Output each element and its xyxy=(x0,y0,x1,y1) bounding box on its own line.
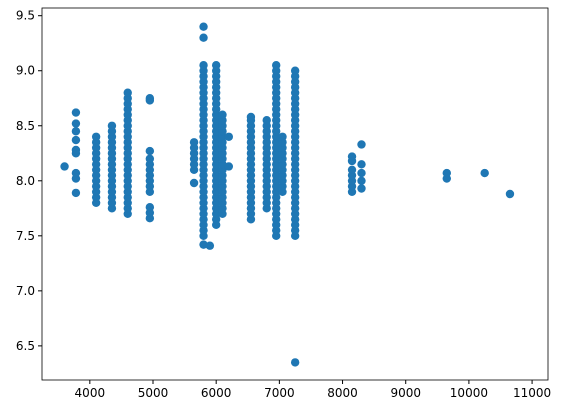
y-tick-label: 8.0 xyxy=(16,174,35,188)
point xyxy=(71,168,81,178)
point xyxy=(347,165,357,174)
y-tick-label: 9.5 xyxy=(16,9,35,23)
point xyxy=(71,119,81,128)
point xyxy=(262,116,271,125)
point xyxy=(211,61,221,70)
point xyxy=(107,121,117,130)
x-tick-label: 4000 xyxy=(75,386,106,400)
point xyxy=(357,168,366,178)
y-tick-label: 6.5 xyxy=(16,339,35,353)
point xyxy=(205,241,215,250)
point xyxy=(71,188,81,198)
x-tick-label: 5000 xyxy=(138,386,169,400)
point xyxy=(123,88,132,97)
point xyxy=(224,132,234,141)
point xyxy=(71,145,81,155)
point xyxy=(199,240,208,249)
point xyxy=(145,154,155,163)
point xyxy=(145,94,155,103)
x-tick-label: 8000 xyxy=(327,386,358,400)
x-tick-label: 6000 xyxy=(201,386,232,400)
point xyxy=(290,358,300,367)
y-tick-label: 7.5 xyxy=(16,229,35,243)
point xyxy=(71,108,81,117)
point xyxy=(218,110,227,119)
x-tick-label: 9000 xyxy=(390,386,421,400)
point xyxy=(224,162,234,171)
point xyxy=(199,22,208,31)
point xyxy=(145,203,155,212)
x-tick-label: 11000 xyxy=(513,386,551,400)
point xyxy=(91,132,101,141)
point xyxy=(60,162,69,171)
y-tick-label: 7.0 xyxy=(16,284,35,298)
point xyxy=(145,146,155,156)
y-tick-label: 8.5 xyxy=(16,119,35,133)
point xyxy=(272,61,281,70)
x-tick-label: 7000 xyxy=(264,386,295,400)
point xyxy=(357,160,366,169)
point xyxy=(505,189,515,199)
point xyxy=(189,178,199,188)
point xyxy=(290,66,300,75)
x-tick-label: 10000 xyxy=(450,386,488,400)
point xyxy=(199,33,208,42)
point xyxy=(357,140,366,149)
point xyxy=(71,135,81,145)
point xyxy=(357,184,366,193)
point xyxy=(357,176,366,185)
point xyxy=(199,61,208,70)
y-tick-label: 9.0 xyxy=(16,64,35,78)
point xyxy=(189,138,199,147)
plot-frame xyxy=(41,7,549,381)
point xyxy=(480,168,489,178)
point xyxy=(278,132,287,141)
point xyxy=(347,152,357,161)
point xyxy=(71,127,81,136)
point xyxy=(442,168,451,178)
point xyxy=(246,112,256,122)
